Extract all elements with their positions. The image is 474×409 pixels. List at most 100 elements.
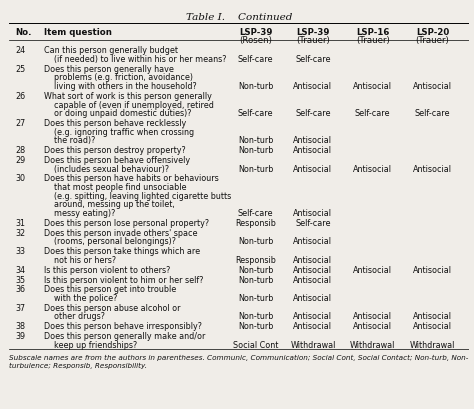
Text: LSP-16: LSP-16 [356, 28, 390, 37]
Text: Antisocial: Antisocial [293, 237, 332, 246]
Text: 33: 33 [15, 247, 25, 256]
Text: Self-care: Self-care [415, 109, 450, 118]
Text: 31: 31 [15, 218, 25, 227]
Text: Is this person violent to others?: Is this person violent to others? [44, 265, 170, 274]
Text: Antisocial: Antisocial [353, 82, 392, 91]
Text: Non-turb: Non-turb [238, 275, 273, 284]
Text: around, messing up the toilet,: around, messing up the toilet, [44, 200, 175, 209]
Text: (e.g. spitting, leaving lighted cigarette butts: (e.g. spitting, leaving lighted cigarett… [44, 191, 231, 200]
Text: Does this person destroy property?: Does this person destroy property? [44, 146, 186, 155]
Text: 38: 38 [15, 321, 25, 330]
Text: (Rosen): (Rosen) [239, 36, 272, 45]
Text: other drugs?: other drugs? [44, 312, 105, 321]
Text: Non-turb: Non-turb [238, 265, 273, 274]
Text: (if needed) to live within his or her means?: (if needed) to live within his or her me… [44, 55, 227, 64]
Text: Social Cont: Social Cont [233, 340, 278, 349]
Text: problems (e.g. friction, avoidance): problems (e.g. friction, avoidance) [44, 73, 193, 82]
Text: Withdrawal: Withdrawal [290, 340, 336, 349]
Text: 24: 24 [15, 46, 25, 55]
Text: Item question: Item question [44, 28, 112, 37]
Text: Self-care: Self-care [355, 109, 391, 118]
Text: Does this person behave recklessly: Does this person behave recklessly [44, 119, 186, 128]
Text: Non-turb: Non-turb [238, 164, 273, 173]
Text: (Trauer): (Trauer) [296, 36, 330, 45]
Text: Non-turb: Non-turb [238, 321, 273, 330]
Text: 32: 32 [15, 228, 25, 237]
Text: 34: 34 [15, 265, 25, 274]
Text: Self-care: Self-care [238, 209, 273, 218]
Text: Does this person behave offensively: Does this person behave offensively [44, 155, 190, 164]
Text: Antisocial: Antisocial [293, 255, 332, 264]
Text: (includes sexual behaviour)?: (includes sexual behaviour)? [44, 164, 169, 173]
Text: Withdrawal: Withdrawal [410, 340, 455, 349]
Text: 26: 26 [15, 92, 25, 101]
Text: (rooms, personal belongings)?: (rooms, personal belongings)? [44, 237, 176, 246]
Text: Responsib: Responsib [235, 255, 276, 264]
Text: Does this person invade others' space: Does this person invade others' space [44, 228, 198, 237]
Text: Antisocial: Antisocial [413, 321, 452, 330]
Text: Self-care: Self-care [295, 55, 331, 64]
Text: Antisocial: Antisocial [293, 146, 332, 155]
Text: (Trauer): (Trauer) [356, 36, 390, 45]
Text: (Trauer): (Trauer) [416, 36, 449, 45]
Text: 36: 36 [15, 285, 25, 294]
Text: 28: 28 [15, 146, 25, 155]
Text: 25: 25 [15, 65, 25, 74]
Text: Antisocial: Antisocial [413, 164, 452, 173]
Text: Antisocial: Antisocial [293, 209, 332, 218]
Text: Does this person behave irresponsibly?: Does this person behave irresponsibly? [44, 321, 202, 330]
Text: Subscale names are from the authors in parentheses. Communic, Communication; Soc: Subscale names are from the authors in p… [9, 354, 469, 360]
Text: Antisocial: Antisocial [413, 82, 452, 91]
Text: messy eating)?: messy eating)? [44, 209, 115, 218]
Text: Does this person take things which are: Does this person take things which are [44, 247, 200, 256]
Text: Does this person generally make and/or: Does this person generally make and/or [44, 331, 205, 340]
Text: Antisocial: Antisocial [293, 265, 332, 274]
Text: LSP-39: LSP-39 [296, 28, 329, 37]
Text: Self-care: Self-care [238, 109, 273, 118]
Text: with the police?: with the police? [44, 293, 118, 302]
Text: Self-care: Self-care [295, 218, 331, 227]
Text: not his or hers?: not his or hers? [44, 255, 116, 264]
Text: Is this person violent to him or her self?: Is this person violent to him or her sel… [44, 275, 203, 284]
Text: Does this person have habits or behaviours: Does this person have habits or behaviou… [44, 174, 219, 183]
Text: Non-turb: Non-turb [238, 146, 273, 155]
Text: LSP-39: LSP-39 [239, 28, 272, 37]
Text: 29: 29 [15, 155, 25, 164]
Text: that most people find unsociable: that most people find unsociable [44, 183, 186, 192]
Text: Antisocial: Antisocial [353, 321, 392, 330]
Text: 30: 30 [15, 174, 25, 183]
Text: the road)?: the road)? [44, 136, 95, 145]
Text: Non-turb: Non-turb [238, 293, 273, 302]
Text: Antisocial: Antisocial [353, 164, 392, 173]
Text: Antisocial: Antisocial [413, 265, 452, 274]
Text: LSP-20: LSP-20 [416, 28, 449, 37]
Text: Can this person generally budget: Can this person generally budget [44, 46, 178, 55]
Text: 37: 37 [15, 303, 25, 312]
Text: 27: 27 [15, 119, 25, 128]
Text: Non-turb: Non-turb [238, 237, 273, 246]
Text: Self-care: Self-care [238, 55, 273, 64]
Text: keep up friendships?: keep up friendships? [44, 340, 137, 349]
Text: What sort of work is this person generally: What sort of work is this person general… [44, 92, 212, 101]
Text: Responsib: Responsib [235, 218, 276, 227]
Text: Does this person generally have: Does this person generally have [44, 65, 174, 74]
Text: Withdrawal: Withdrawal [350, 340, 395, 349]
Text: Antisocial: Antisocial [293, 275, 332, 284]
Text: Does this person lose personal property?: Does this person lose personal property? [44, 218, 209, 227]
Text: (e.g. ignoring traffic when crossing: (e.g. ignoring traffic when crossing [44, 127, 194, 136]
Text: Antisocial: Antisocial [293, 164, 332, 173]
Text: Antisocial: Antisocial [293, 312, 332, 321]
Text: or doing unpaid domestic duties)?: or doing unpaid domestic duties)? [44, 109, 191, 118]
Text: capable of (even if unemployed, retired: capable of (even if unemployed, retired [44, 100, 214, 109]
Text: Does this person get into trouble: Does this person get into trouble [44, 285, 176, 294]
Text: Antisocial: Antisocial [293, 293, 332, 302]
Text: Antisocial: Antisocial [353, 312, 392, 321]
Text: Does this person abuse alcohol or: Does this person abuse alcohol or [44, 303, 181, 312]
Text: turbulence; Responsib, Responsibility.: turbulence; Responsib, Responsibility. [9, 362, 147, 368]
Text: living with others in the household?: living with others in the household? [44, 82, 197, 91]
Text: Table I.    Continued: Table I. Continued [186, 13, 292, 22]
Text: Non-turb: Non-turb [238, 312, 273, 321]
Text: Self-care: Self-care [295, 109, 331, 118]
Text: Antisocial: Antisocial [293, 136, 332, 145]
Text: Non-turb: Non-turb [238, 82, 273, 91]
